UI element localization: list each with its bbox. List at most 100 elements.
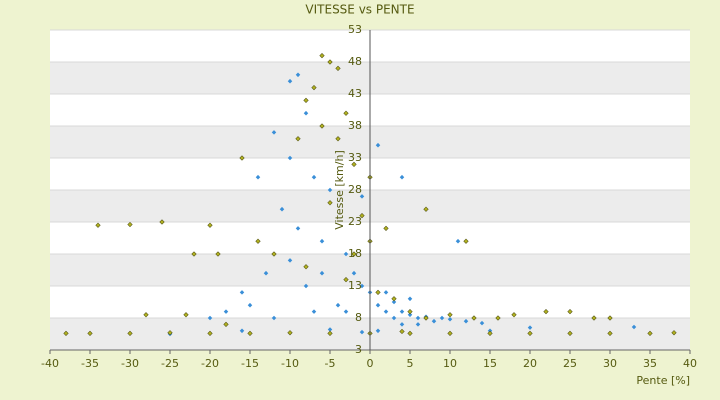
point (303, 264, 309, 270)
point (303, 97, 309, 104)
point (87, 330, 93, 336)
point (543, 308, 549, 315)
point (447, 317, 453, 322)
point (271, 315, 277, 321)
point (95, 222, 101, 228)
x-tick-label: 5 (407, 357, 414, 370)
point (399, 174, 405, 180)
point (327, 327, 333, 332)
point (399, 328, 405, 335)
y-tick-label: 8 (355, 311, 362, 324)
point (463, 238, 469, 244)
point (391, 315, 397, 321)
point (167, 330, 173, 336)
point (191, 251, 197, 257)
point (391, 296, 397, 302)
x-tick-label: -15 (241, 357, 259, 370)
point (607, 330, 613, 336)
y-tick-label: 23 (348, 215, 362, 228)
point (311, 174, 317, 180)
point (487, 330, 493, 336)
point (375, 142, 381, 148)
x-tick-label: -40 (41, 357, 59, 370)
point (327, 330, 333, 336)
point (343, 309, 349, 314)
point (471, 315, 477, 321)
point (311, 84, 317, 91)
point (375, 289, 381, 296)
point (159, 219, 165, 225)
x-tick-label: -5 (325, 357, 336, 370)
point (255, 174, 261, 180)
point (351, 251, 357, 257)
point (399, 309, 405, 314)
point (287, 330, 293, 336)
x-tick-label: -35 (81, 357, 99, 370)
point (223, 321, 229, 328)
point (407, 296, 413, 302)
y-tick-label: 18 (348, 247, 362, 260)
point (359, 194, 365, 199)
point (127, 330, 133, 336)
point (359, 283, 365, 289)
point (223, 309, 229, 314)
point (287, 258, 293, 263)
point (591, 315, 597, 321)
point (255, 238, 261, 244)
point (415, 322, 421, 327)
point (319, 123, 325, 129)
point (335, 65, 341, 72)
point (327, 59, 333, 65)
chart-title: VITESSE vs PENTE (305, 3, 414, 17)
x-tick-label: 15 (483, 357, 497, 370)
point (391, 299, 397, 305)
point (335, 136, 341, 142)
point (423, 206, 429, 212)
x-tick-label: 20 (523, 357, 537, 370)
point (327, 200, 333, 206)
point (495, 315, 501, 321)
point (263, 270, 269, 276)
point (607, 315, 613, 321)
point (383, 290, 389, 295)
y-tick-label: 48 (348, 55, 362, 68)
y-tick-label: 33 (348, 151, 362, 164)
x-tick-label: -20 (201, 357, 219, 370)
point (295, 226, 301, 231)
point (319, 270, 325, 276)
y-tick-label: 3 (355, 343, 362, 356)
y-tick-label: 53 (348, 23, 362, 36)
x-axis-label: Pente [%] (636, 374, 690, 387)
point (439, 315, 445, 321)
point (407, 312, 413, 318)
point (423, 315, 429, 321)
point (455, 238, 461, 244)
x-tick-label: -10 (281, 357, 299, 370)
point (415, 315, 421, 321)
point (239, 328, 245, 334)
point (375, 328, 381, 334)
point (343, 276, 349, 283)
point (271, 251, 277, 257)
point (511, 312, 517, 318)
point (447, 330, 453, 336)
point (527, 325, 533, 330)
point (375, 302, 381, 308)
point (247, 330, 253, 336)
point (311, 309, 317, 314)
point (631, 324, 637, 330)
point (335, 302, 341, 308)
x-tick-label: 10 (443, 357, 457, 370)
point (207, 315, 213, 321)
point (383, 225, 389, 232)
point (351, 161, 357, 168)
y-tick-label: 13 (348, 279, 362, 292)
point (479, 320, 485, 326)
point (399, 322, 405, 327)
point (127, 221, 133, 228)
point (295, 136, 301, 142)
x-tick-label: 40 (683, 357, 697, 370)
x-tick-label: 25 (563, 357, 577, 370)
